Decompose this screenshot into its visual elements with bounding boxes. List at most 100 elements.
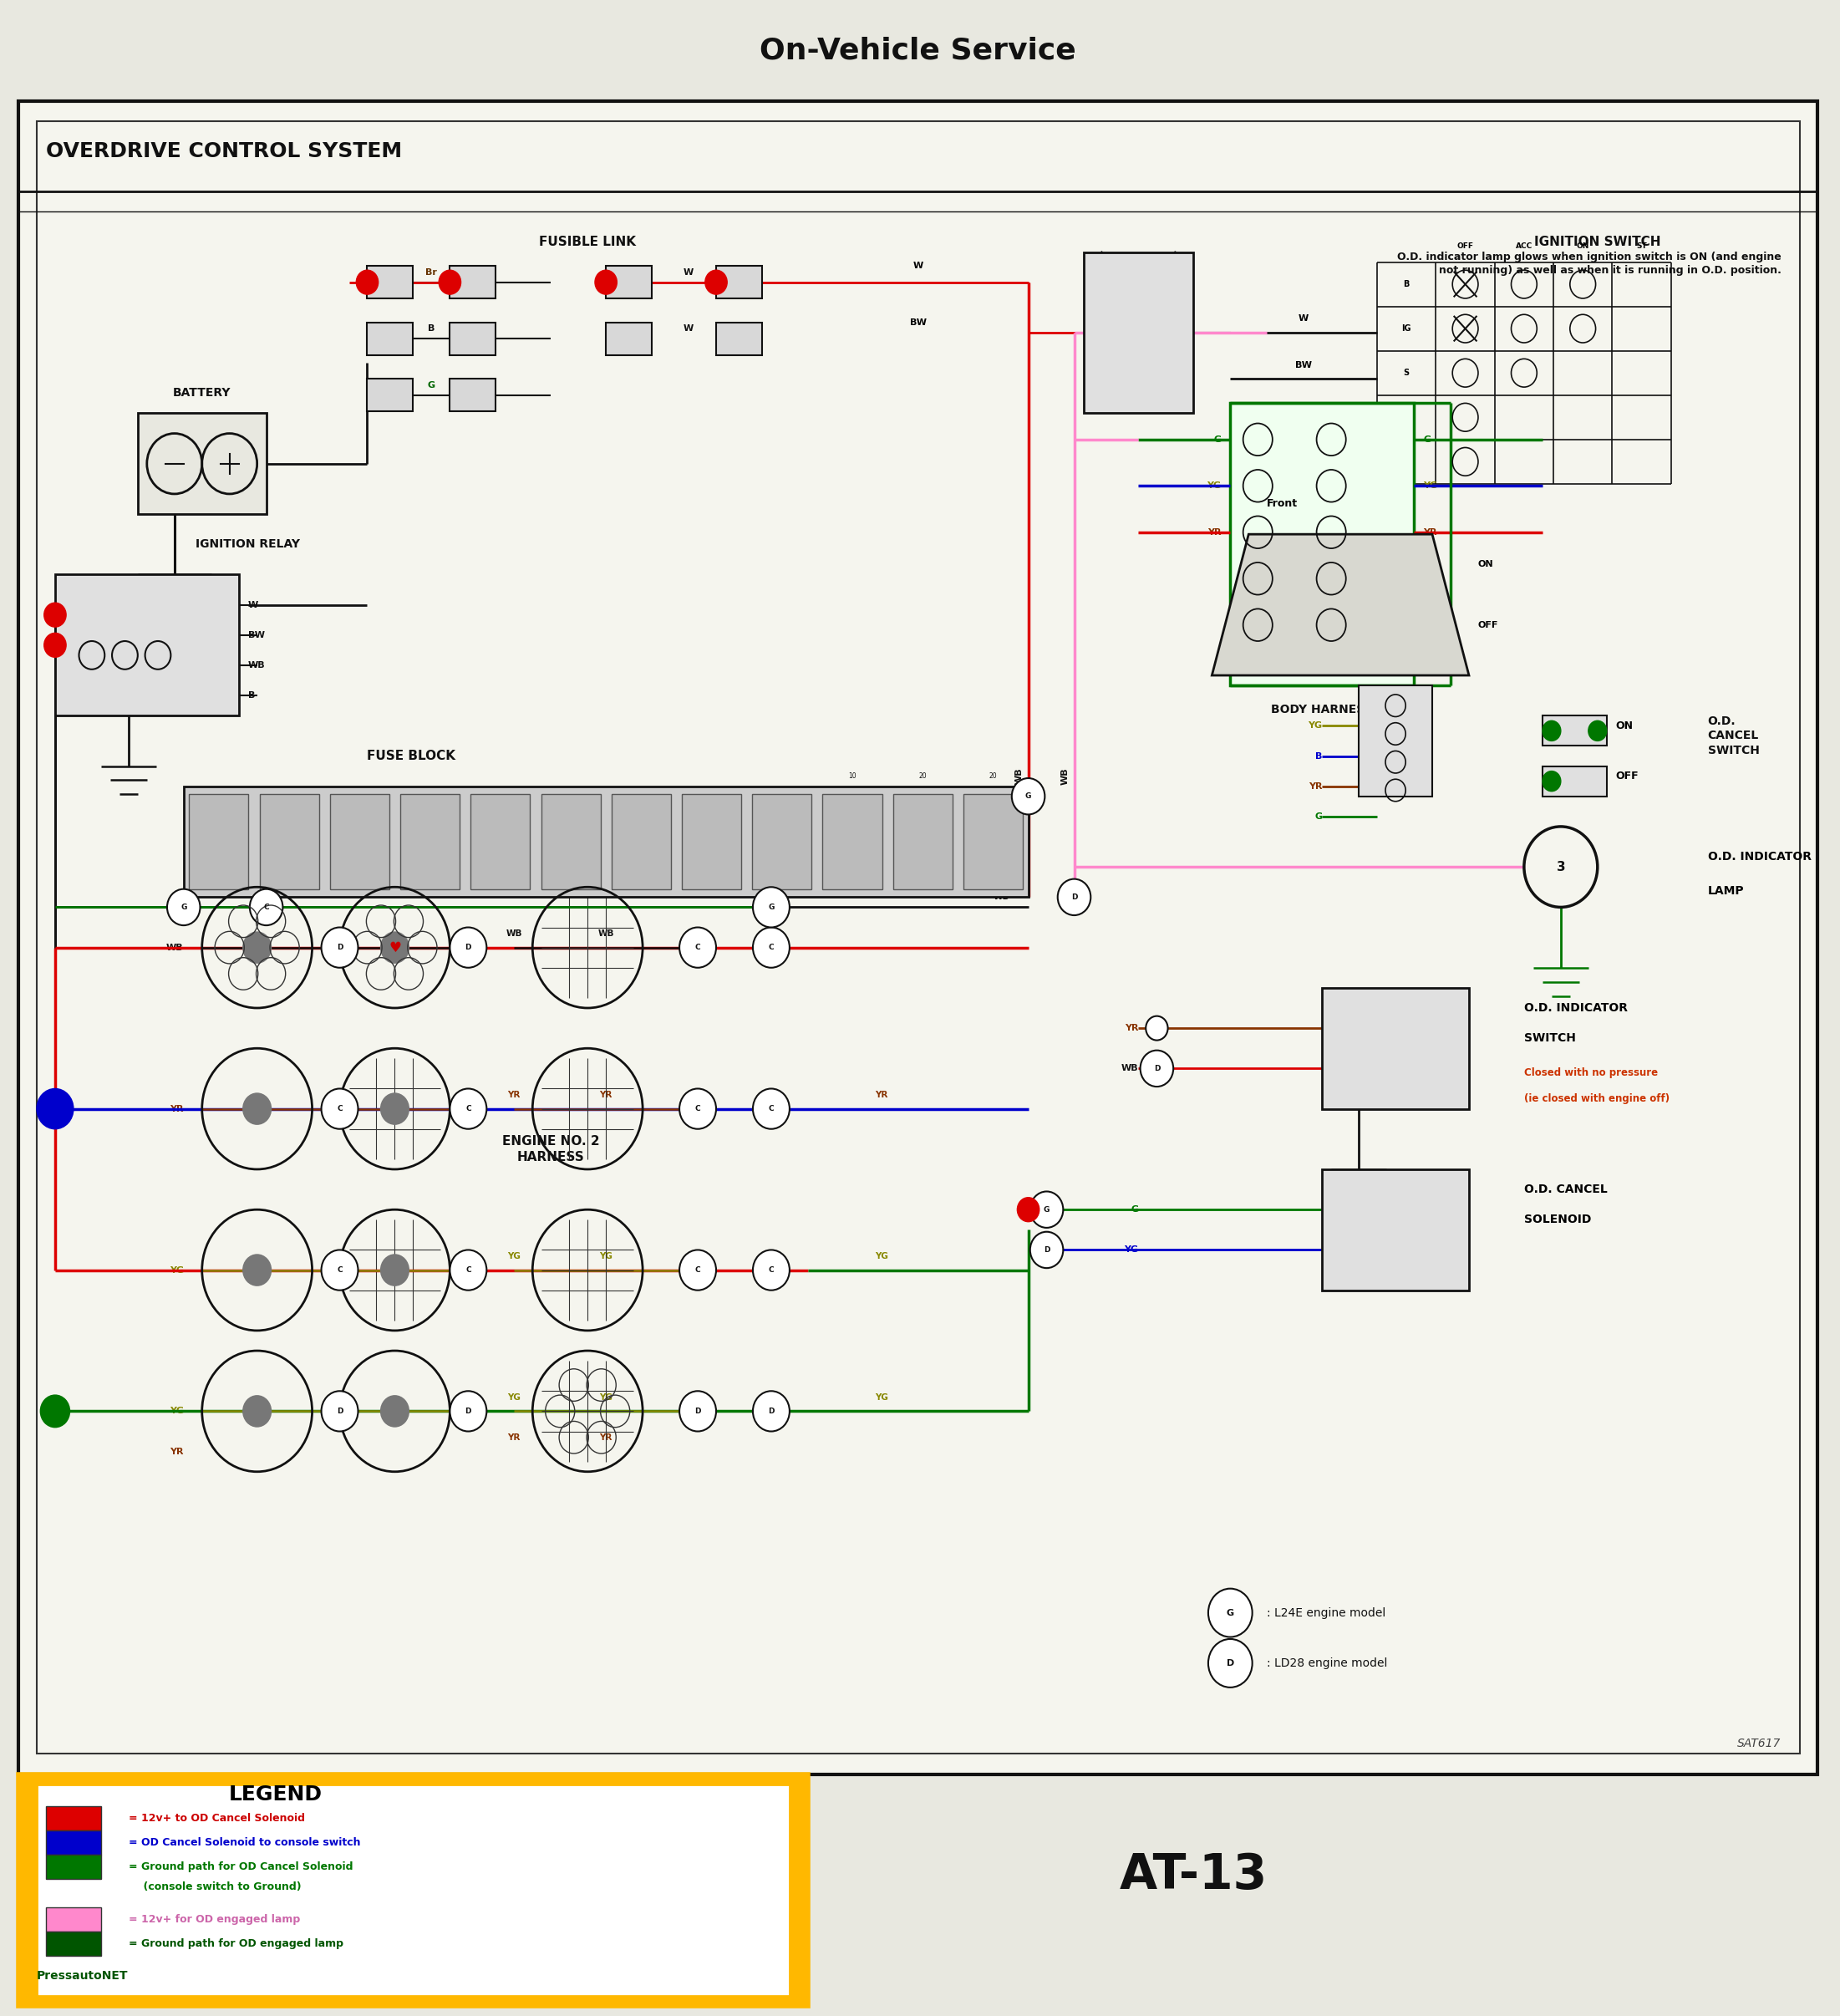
Text: G: G <box>1422 435 1432 444</box>
Text: WB: WB <box>1016 768 1023 784</box>
Text: R: R <box>1404 458 1409 466</box>
FancyBboxPatch shape <box>18 1774 808 2006</box>
Text: Br: Br <box>425 268 438 276</box>
Circle shape <box>679 1391 716 1431</box>
Text: D: D <box>1043 1246 1051 1254</box>
Text: O.D.
CANCEL
SWITCH: O.D. CANCEL SWITCH <box>1708 716 1759 756</box>
Text: G: G <box>1213 435 1222 444</box>
FancyBboxPatch shape <box>46 1907 101 1931</box>
FancyBboxPatch shape <box>190 794 248 889</box>
Text: IG: IG <box>1402 325 1411 333</box>
Text: 20: 20 <box>990 772 997 780</box>
FancyBboxPatch shape <box>605 266 651 298</box>
Text: C: C <box>337 1266 342 1274</box>
FancyBboxPatch shape <box>1542 766 1606 796</box>
Text: FUSIBLE LINK: FUSIBLE LINK <box>539 236 637 248</box>
Text: G: G <box>727 887 734 895</box>
Circle shape <box>679 1250 716 1290</box>
Text: C: C <box>337 1105 342 1113</box>
Text: = 12v+ for OD engaged lamp: = 12v+ for OD engaged lamp <box>129 1913 300 1925</box>
FancyBboxPatch shape <box>449 266 495 298</box>
FancyBboxPatch shape <box>541 794 600 889</box>
Circle shape <box>40 1395 70 1427</box>
Text: WB: WB <box>248 661 265 669</box>
Circle shape <box>594 270 616 294</box>
Text: WB: WB <box>1121 1064 1139 1073</box>
Circle shape <box>1018 1198 1040 1222</box>
Text: YR: YR <box>508 1433 521 1441</box>
Circle shape <box>381 1395 410 1427</box>
Circle shape <box>381 1254 410 1286</box>
FancyBboxPatch shape <box>892 794 953 889</box>
Text: 20: 20 <box>918 772 927 780</box>
Text: W: W <box>913 262 924 270</box>
Circle shape <box>705 270 727 294</box>
Circle shape <box>449 1391 486 1431</box>
FancyBboxPatch shape <box>1084 252 1194 413</box>
Circle shape <box>357 270 379 294</box>
Text: ON: ON <box>1577 242 1590 250</box>
FancyBboxPatch shape <box>449 323 495 355</box>
FancyBboxPatch shape <box>138 413 267 514</box>
Circle shape <box>449 927 486 968</box>
Text: YR: YR <box>600 1091 613 1099</box>
Text: WB: WB <box>598 929 615 937</box>
Text: YR: YR <box>508 1091 521 1099</box>
Circle shape <box>1588 720 1606 740</box>
Circle shape <box>1012 778 1045 814</box>
Text: ENGINE NO. 2
HARNESS: ENGINE NO. 2 HARNESS <box>502 1135 600 1163</box>
Text: D: D <box>1071 893 1076 901</box>
Text: G: G <box>1043 1206 1049 1214</box>
Text: G: G <box>1025 792 1032 800</box>
FancyBboxPatch shape <box>449 379 495 411</box>
Text: FUSE BLOCK: FUSE BLOCK <box>368 750 456 762</box>
Text: LEGEND: LEGEND <box>228 1784 322 1804</box>
Circle shape <box>753 1250 789 1290</box>
Text: ♥: ♥ <box>388 939 401 956</box>
Circle shape <box>1030 1191 1064 1228</box>
FancyBboxPatch shape <box>368 266 414 298</box>
Text: YG: YG <box>1207 482 1222 490</box>
Circle shape <box>322 1250 359 1290</box>
Text: O.D. INDICATOR: O.D. INDICATOR <box>1708 851 1811 863</box>
Circle shape <box>1058 879 1091 915</box>
Text: O.D. INDICATOR: O.D. INDICATOR <box>1524 1002 1628 1014</box>
Circle shape <box>1542 770 1560 790</box>
Circle shape <box>753 1089 789 1129</box>
FancyBboxPatch shape <box>1358 685 1432 796</box>
FancyBboxPatch shape <box>471 794 530 889</box>
Text: IGNITION RELAY: IGNITION RELAY <box>195 538 300 550</box>
Circle shape <box>381 1093 410 1125</box>
Text: ON: ON <box>1616 720 1634 732</box>
Text: C: C <box>466 1105 471 1113</box>
Text: G: G <box>427 381 436 389</box>
Circle shape <box>1146 1016 1168 1040</box>
Circle shape <box>44 603 66 627</box>
FancyBboxPatch shape <box>822 794 881 889</box>
Text: YR: YR <box>1422 528 1437 536</box>
FancyBboxPatch shape <box>9 10 1827 2006</box>
Text: G: G <box>1132 1206 1139 1214</box>
Text: W: W <box>248 601 258 609</box>
Text: OFF: OFF <box>1616 770 1639 782</box>
Circle shape <box>440 270 460 294</box>
Circle shape <box>449 1089 486 1129</box>
Circle shape <box>1141 1050 1174 1087</box>
Text: WB: WB <box>994 893 1010 901</box>
Text: ST: ST <box>1636 242 1647 250</box>
Text: D: D <box>1154 1064 1159 1073</box>
Text: SWITCH: SWITCH <box>1524 1032 1575 1044</box>
Text: B: B <box>429 325 434 333</box>
FancyBboxPatch shape <box>18 101 1818 1774</box>
Circle shape <box>167 889 201 925</box>
Text: YR: YR <box>1207 528 1222 536</box>
Text: B: B <box>1404 280 1409 288</box>
Text: WB: WB <box>166 943 184 952</box>
Text: YG: YG <box>600 1393 613 1401</box>
FancyBboxPatch shape <box>753 794 811 889</box>
Text: G: G <box>180 903 186 911</box>
Circle shape <box>679 1089 716 1129</box>
Circle shape <box>1542 720 1560 740</box>
Text: C: C <box>769 1266 775 1274</box>
Text: = 12v+ to OD Cancel Solenoid: = 12v+ to OD Cancel Solenoid <box>129 1812 305 1824</box>
